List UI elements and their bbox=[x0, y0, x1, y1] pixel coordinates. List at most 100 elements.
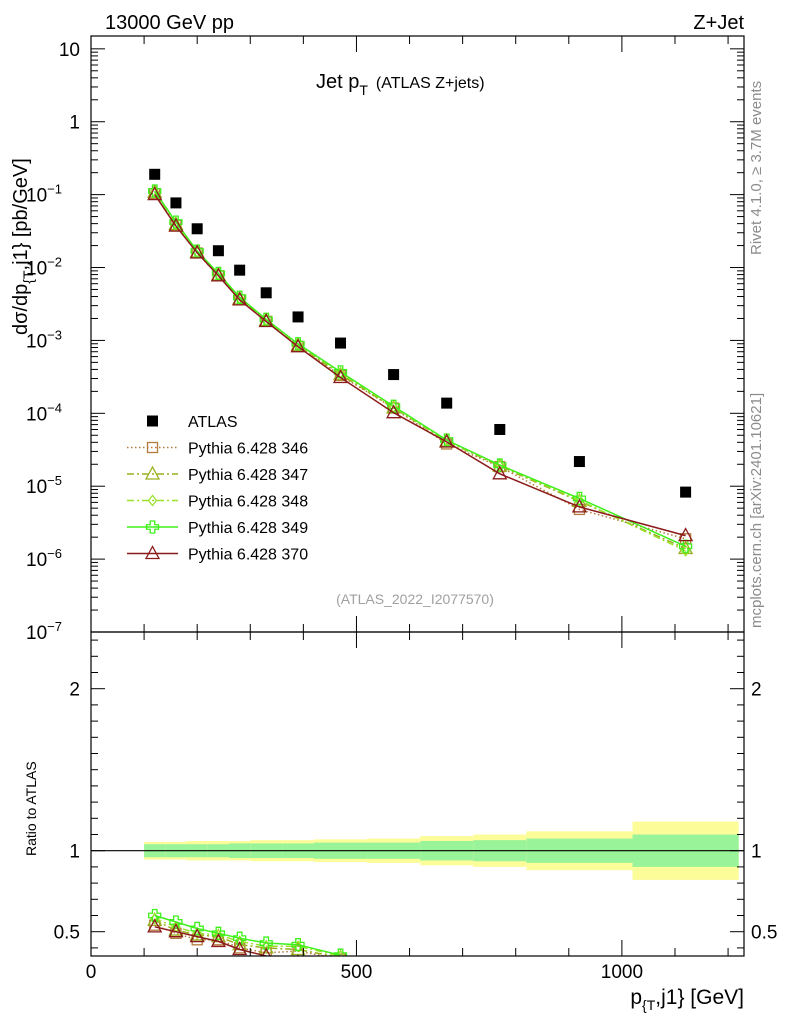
legend-marker bbox=[147, 415, 158, 427]
legend-item-pythia-6-428-348: Pythia 6.428 348 bbox=[127, 494, 308, 511]
legend-label: Pythia 6.428 349 bbox=[188, 520, 308, 537]
ratio-frame bbox=[90, 631, 745, 957]
series-atlas bbox=[149, 168, 692, 498]
legend-item-pythia-6-428-370: Pythia 6.428 370 bbox=[127, 545, 308, 564]
ratio-point bbox=[334, 953, 347, 956]
ratio-point bbox=[259, 936, 273, 950]
data-point bbox=[212, 245, 224, 257]
ratio-series-line bbox=[154, 926, 270, 956]
series-line bbox=[154, 194, 686, 537]
main-ylabel-rest: ,j1} [pb/GeV] bbox=[10, 158, 32, 270]
mcplots-label: mcplots.cern.ch [arXiv:2401.10621] bbox=[748, 393, 765, 628]
legend-marker bbox=[144, 465, 161, 480]
ratio-point bbox=[232, 941, 248, 956]
data-point bbox=[386, 404, 402, 419]
ratio-data bbox=[91, 821, 744, 956]
data-point bbox=[290, 338, 306, 353]
series-pythia-6-428-370 bbox=[147, 186, 694, 542]
ratio-xtick-label: 0 bbox=[86, 962, 97, 983]
main-title: Jet pT (ATLAS Z+jets) bbox=[316, 71, 485, 98]
legend-label: Pythia 6.428 347 bbox=[188, 467, 308, 484]
ratio-series-pythia-6-428-349 bbox=[148, 908, 348, 956]
ratio-point bbox=[168, 923, 184, 938]
legend-label: Pythia 6.428 370 bbox=[188, 547, 308, 564]
data-point bbox=[573, 456, 585, 468]
main-ytick-label: 10−4 bbox=[26, 400, 62, 425]
ratio-point bbox=[291, 938, 305, 952]
data-point bbox=[232, 291, 248, 306]
legend-item-pythia-6-428-346: Pythia 6.428 346 bbox=[127, 441, 308, 458]
data-point bbox=[388, 369, 400, 381]
xlabel-subscript: {T bbox=[642, 997, 656, 1013]
ratio-series-line bbox=[154, 914, 341, 956]
data-point bbox=[678, 540, 694, 555]
series-pythia-6-428-346 bbox=[149, 188, 692, 545]
xlabel-rest: ,j1} [GeV] bbox=[655, 986, 744, 1009]
legend-label: ATLAS bbox=[188, 414, 238, 431]
data-point bbox=[260, 287, 272, 299]
ratio-point bbox=[168, 921, 184, 936]
legend-item-pythia-6-428-349: Pythia 6.428 349 bbox=[127, 520, 308, 537]
main-ylabel-subscript: {T bbox=[20, 270, 36, 284]
ratio-point bbox=[261, 947, 271, 956]
legend: ATLAS Pythia 6.428 346 Pythia 6.428 347 Pyt… bbox=[127, 414, 308, 564]
ratio-panel: 0.5 0.5 1 1 2 2 0 500 1000 Ratio to ATLAS p{T,j1} … bbox=[23, 631, 777, 1013]
data-point bbox=[494, 423, 506, 435]
rivet-label: Rivet 4.1.0, ≥ 3.7M events bbox=[748, 81, 765, 255]
data-point bbox=[386, 399, 401, 413]
legend-item-atlas: ATLAS bbox=[147, 414, 238, 431]
ratio-point bbox=[210, 933, 227, 948]
header-process: Z+Jet bbox=[693, 12, 744, 34]
data-point bbox=[210, 267, 227, 282]
data-point bbox=[233, 290, 247, 304]
main-ytick-exponent: −4 bbox=[47, 400, 62, 415]
main-ytick-exponent: −2 bbox=[47, 255, 62, 270]
data-point bbox=[191, 223, 203, 235]
series-line bbox=[154, 193, 686, 540]
legend-label: Pythia 6.428 346 bbox=[188, 441, 308, 458]
ratio-xtick-label: 1000 bbox=[601, 962, 643, 983]
data-point bbox=[258, 313, 274, 328]
legend-marker bbox=[145, 520, 160, 534]
ratio-point bbox=[234, 935, 245, 948]
data-point bbox=[439, 433, 455, 448]
ratio-point bbox=[189, 928, 205, 943]
ratio-series-pythia-6-428-370 bbox=[147, 918, 341, 956]
main-ytick-label: 10−7 bbox=[26, 619, 62, 644]
ratio-ytick-label-right: 1 bbox=[751, 842, 762, 863]
main-ytick-exponent: −5 bbox=[47, 473, 62, 488]
main-ytick-exponent: −6 bbox=[47, 546, 62, 561]
ratio-point bbox=[297, 954, 300, 956]
data-point bbox=[492, 465, 508, 480]
main-ytick-label: 10−5 bbox=[26, 473, 62, 498]
ratio-point bbox=[147, 918, 163, 933]
data-point bbox=[335, 337, 347, 349]
ratio-ytick-label-right: 2 bbox=[751, 680, 762, 701]
ratio-point bbox=[333, 948, 348, 956]
ratio-point bbox=[233, 931, 247, 945]
main-ytick-exponent: −3 bbox=[47, 327, 62, 342]
ratio-ytick-label: 1 bbox=[69, 842, 80, 863]
data-point bbox=[678, 539, 693, 553]
main-frame bbox=[90, 35, 745, 633]
data-point bbox=[292, 311, 304, 323]
main-ytick-label: 10 bbox=[59, 40, 80, 61]
data-point bbox=[571, 498, 588, 513]
ratio-xtick-label: 500 bbox=[341, 962, 373, 983]
main-data bbox=[147, 168, 694, 557]
main-ytick-exponent: −7 bbox=[47, 619, 62, 634]
ratio-ytick-label: 2 bbox=[69, 680, 80, 701]
data-point bbox=[680, 486, 692, 498]
ratio-point bbox=[148, 908, 162, 923]
main-ylabel: dσ/dp{T,j1} [pb/GeV] bbox=[10, 158, 36, 335]
series-line bbox=[154, 190, 686, 547]
data-point bbox=[332, 369, 349, 384]
ratio-ytick-label: 0.5 bbox=[54, 923, 80, 944]
main-ytick-label: 10−6 bbox=[26, 546, 62, 571]
data-point bbox=[678, 527, 694, 542]
xlabel: p{T,j1} [GeV] bbox=[630, 986, 744, 1013]
main-title-suffix: (ATLAS Z+jets) bbox=[376, 75, 485, 92]
main-title-subscript: T bbox=[359, 82, 368, 98]
